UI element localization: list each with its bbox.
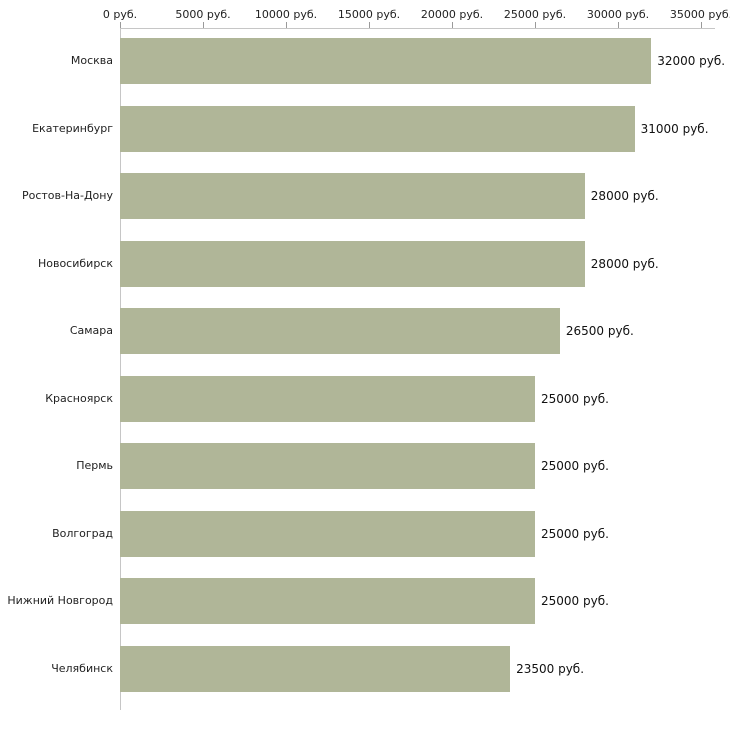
value-label: 26500 руб. — [565, 324, 634, 338]
chart-row: Челябинск 23500 руб. — [0, 645, 730, 692]
x-tick-mark — [535, 22, 536, 28]
category-label: Москва — [70, 54, 113, 67]
bar — [120, 38, 652, 84]
x-tick-mark — [286, 22, 287, 28]
value-label: 28000 руб. — [590, 189, 659, 203]
bar — [120, 375, 535, 422]
bar — [120, 510, 535, 557]
x-tick-label: 15000 руб. — [337, 8, 401, 21]
x-tick-mark — [203, 22, 204, 28]
x-axis-line — [120, 28, 715, 29]
value-label: 32000 руб. — [657, 54, 726, 68]
category-label: Екатеринбург — [32, 121, 113, 135]
chart-row: Ростов-На-Дону 28000 руб. — [0, 173, 730, 219]
category-label: Челябинск — [51, 661, 113, 675]
x-tick-mark — [701, 22, 702, 28]
y-axis-line — [120, 28, 121, 710]
category-label: Пермь — [76, 459, 113, 472]
chart-row: Волгоград 25000 руб. — [0, 510, 730, 557]
x-tick-label: 0 руб. — [102, 8, 138, 21]
x-tick-label: 25000 руб. — [503, 8, 567, 21]
chart-row: Москва 32000 руб. — [0, 38, 730, 84]
bar — [120, 443, 535, 489]
chart-row: Екатеринбург 31000 руб. — [0, 105, 730, 152]
x-tick-mark — [369, 22, 370, 28]
chart-row: Красноярск 25000 руб. — [0, 375, 730, 422]
bar — [120, 173, 585, 219]
bar — [120, 645, 511, 692]
x-tick-label: 20000 руб. — [420, 8, 484, 21]
value-label: 25000 руб. — [541, 459, 609, 473]
bar — [120, 240, 585, 287]
x-tick-label: 5000 руб. — [175, 8, 231, 21]
value-label: 28000 руб. — [590, 256, 659, 271]
x-tick-label: 30000 руб. — [586, 8, 650, 21]
category-label: Новосибирск — [37, 256, 113, 270]
category-label: Красноярск — [45, 391, 113, 405]
x-tick-mark — [452, 22, 453, 28]
value-label: 25000 руб. — [541, 526, 609, 541]
chart-row: Нижний Новгород 25000 руб. — [0, 578, 730, 624]
x-tick-label: 10000 руб. — [254, 8, 318, 21]
category-label: Ростов-На-Дону — [21, 189, 113, 202]
category-label: Нижний Новгород — [7, 594, 113, 607]
chart-row: Пермь 25000 руб. — [0, 443, 730, 489]
bar — [120, 105, 635, 152]
value-label: 25000 руб. — [541, 594, 609, 608]
x-tick-mark — [618, 22, 619, 28]
category-label: Волгоград — [52, 526, 113, 540]
value-label: 31000 руб. — [640, 121, 709, 136]
chart-row: Самара 26500 руб. — [0, 308, 730, 354]
x-tick-label: 35000 руб. — [669, 8, 730, 21]
bar — [120, 308, 560, 354]
bar — [120, 578, 535, 624]
chart-row: Новосибирск 28000 руб. — [0, 240, 730, 287]
value-label: 25000 руб. — [541, 391, 609, 406]
category-label: Самара — [69, 324, 113, 337]
x-tick-mark — [120, 22, 121, 28]
value-label: 23500 руб. — [516, 661, 585, 676]
